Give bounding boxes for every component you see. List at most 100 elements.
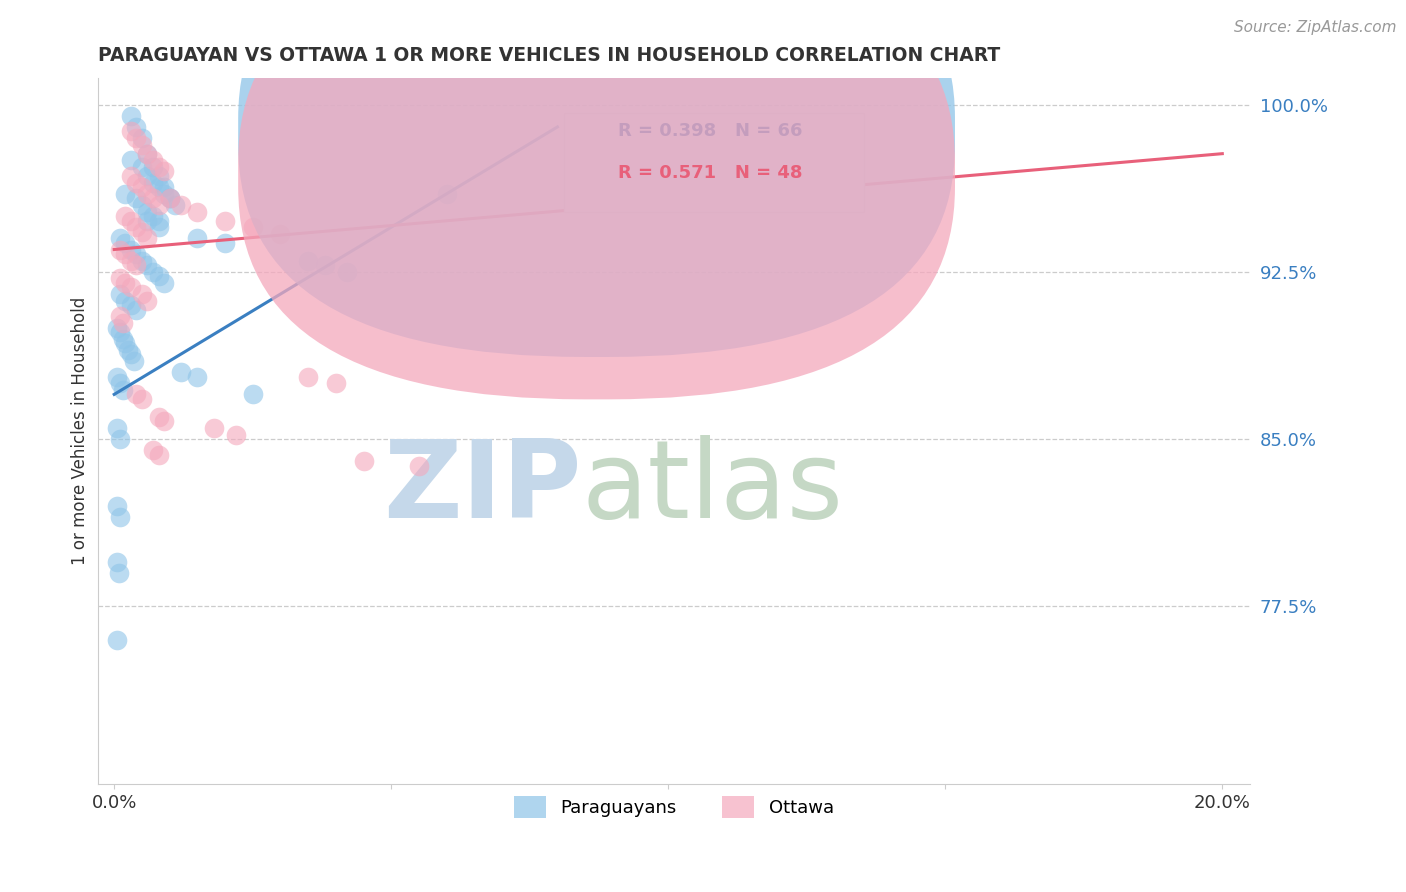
Point <box>353 454 375 468</box>
Point <box>117 343 139 357</box>
Point <box>159 191 181 205</box>
Point <box>114 276 136 290</box>
Point <box>125 191 148 205</box>
Point <box>408 458 430 473</box>
Point <box>108 376 131 391</box>
Point <box>125 131 148 145</box>
Point <box>186 204 208 219</box>
Point <box>269 227 291 241</box>
Point <box>114 209 136 223</box>
Point <box>142 160 165 174</box>
Point <box>105 369 128 384</box>
Point <box>108 271 131 285</box>
Point <box>136 293 159 308</box>
Point <box>153 186 176 201</box>
Point <box>108 287 131 301</box>
Point <box>159 191 181 205</box>
Point <box>107 566 129 580</box>
Point <box>142 265 165 279</box>
Point <box>136 258 159 272</box>
Point <box>114 247 136 261</box>
Point <box>125 302 148 317</box>
Point <box>148 160 170 174</box>
Point <box>108 243 131 257</box>
Point <box>214 235 236 250</box>
Point <box>125 220 148 235</box>
Point <box>131 131 153 145</box>
Point <box>120 280 142 294</box>
Point <box>131 180 153 194</box>
Point <box>131 225 153 239</box>
Point <box>120 124 142 138</box>
Point <box>142 209 165 223</box>
Point <box>125 120 148 134</box>
Point <box>108 310 131 324</box>
FancyBboxPatch shape <box>238 0 955 400</box>
Legend: Paraguayans, Ottawa: Paraguayans, Ottawa <box>506 789 841 825</box>
Point <box>120 347 142 361</box>
Point <box>153 180 176 194</box>
Point <box>105 499 128 513</box>
Point <box>120 109 142 123</box>
Point <box>136 146 159 161</box>
Point <box>336 265 359 279</box>
Point <box>131 198 153 212</box>
Point <box>120 213 142 227</box>
Point <box>186 231 208 245</box>
FancyBboxPatch shape <box>238 0 955 357</box>
Point <box>225 427 247 442</box>
Point <box>325 376 347 391</box>
Point <box>111 316 134 330</box>
Point <box>120 153 142 168</box>
Point <box>122 354 145 368</box>
Point <box>105 632 128 647</box>
Text: Source: ZipAtlas.com: Source: ZipAtlas.com <box>1233 20 1396 35</box>
Text: ZIP: ZIP <box>382 434 582 541</box>
Point <box>125 387 148 401</box>
Text: R = 0.571   N = 48: R = 0.571 N = 48 <box>619 164 803 182</box>
Point <box>242 387 264 401</box>
Point <box>142 176 165 190</box>
Point <box>131 287 153 301</box>
Point <box>148 180 170 194</box>
Point <box>131 160 153 174</box>
Point <box>142 443 165 458</box>
Point <box>125 258 148 272</box>
Point <box>111 332 134 346</box>
FancyBboxPatch shape <box>564 113 863 212</box>
Point <box>136 204 159 219</box>
Point <box>436 186 458 201</box>
Point <box>120 253 142 268</box>
Point <box>153 414 176 428</box>
Point <box>114 293 136 308</box>
Point <box>131 392 153 406</box>
Text: PARAGUAYAN VS OTTAWA 1 OR MORE VEHICLES IN HOUSEHOLD CORRELATION CHART: PARAGUAYAN VS OTTAWA 1 OR MORE VEHICLES … <box>97 46 1000 65</box>
Point <box>120 298 142 312</box>
Point <box>148 213 170 227</box>
Point <box>297 253 319 268</box>
Point <box>148 169 170 183</box>
Y-axis label: 1 or more Vehicles in Household: 1 or more Vehicles in Household <box>72 297 89 566</box>
Point <box>136 231 159 245</box>
Point <box>148 448 170 462</box>
Point <box>108 231 131 245</box>
Point <box>120 169 142 183</box>
Point <box>170 198 193 212</box>
Point <box>297 369 319 384</box>
Point <box>153 276 176 290</box>
Text: atlas: atlas <box>582 434 844 541</box>
Point <box>108 325 131 339</box>
Point <box>105 421 128 435</box>
Point <box>114 336 136 351</box>
Point <box>136 213 159 227</box>
Point <box>314 258 336 272</box>
Point <box>136 146 159 161</box>
Point <box>105 555 128 569</box>
Point <box>108 432 131 446</box>
Point <box>108 510 131 524</box>
Point <box>131 253 153 268</box>
Point <box>114 235 136 250</box>
Point <box>148 198 170 212</box>
Point <box>159 191 181 205</box>
Point <box>186 369 208 384</box>
